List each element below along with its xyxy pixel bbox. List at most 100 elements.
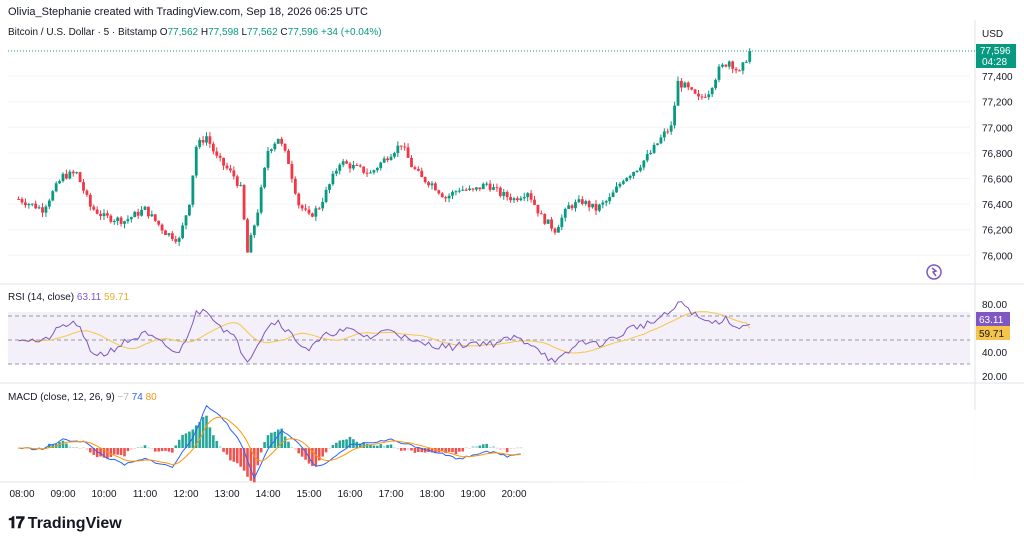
- candle-body: [659, 137, 663, 144]
- candle-body: [252, 225, 256, 236]
- macd-hist-bar: [458, 448, 461, 452]
- macd-hist-bar: [393, 447, 396, 449]
- candle-body: [382, 158, 386, 163]
- candle-body: [645, 154, 649, 161]
- macd-hist-bar: [133, 448, 137, 449]
- candle-body: [454, 191, 458, 193]
- candle-body: [498, 187, 502, 196]
- candle-body: [47, 200, 51, 207]
- candle-body: [106, 213, 109, 216]
- macd-hist-bar: [102, 448, 106, 458]
- candle-body: [232, 170, 236, 177]
- macd-hist-bar: [276, 429, 280, 448]
- macd-legend: MACD (close, 12, 26, 9) −7 74 80: [8, 392, 157, 403]
- candle-body: [570, 205, 574, 209]
- candle-body: [44, 206, 48, 213]
- candle-body: [539, 213, 543, 215]
- candle-body: [95, 209, 99, 214]
- candle-body: [119, 217, 123, 224]
- macd-hist-bar: [205, 415, 208, 448]
- macd-hist-bar: [348, 436, 352, 448]
- time-tick: 16:00: [337, 489, 362, 500]
- candle-body: [276, 138, 280, 144]
- signal-value: 80: [145, 392, 157, 403]
- candle-body: [529, 193, 533, 200]
- candle-body: [153, 214, 157, 221]
- candle-body: [437, 190, 441, 194]
- candle-body: [444, 197, 448, 199]
- rsi-band: [8, 312, 970, 364]
- macd-hist-bar: [106, 448, 109, 459]
- rsi-legend-value: 63.11: [76, 292, 102, 303]
- change-value: +34 (+0.04%): [321, 27, 382, 38]
- rsi-value-label: 63.11: [976, 312, 1010, 326]
- candle-body: [88, 194, 92, 207]
- rsi-line: [18, 301, 750, 364]
- candle-body: [136, 211, 140, 216]
- macd-hist-bar: [307, 448, 311, 464]
- bar-countdown: 04:28: [982, 57, 1007, 68]
- macd-hist-bar: [225, 448, 229, 455]
- macd-hist-bar: [188, 431, 191, 448]
- candle-body: [403, 146, 407, 148]
- macd-hist-bar: [280, 428, 283, 448]
- macd-histogram: [17, 415, 523, 483]
- candle-body: [536, 204, 540, 214]
- candle-body: [304, 208, 307, 210]
- candle-body: [208, 136, 212, 144]
- last-price-label: 77,596 04:28: [976, 44, 1016, 68]
- macd-hist-bar: [338, 440, 342, 448]
- candle-body: [471, 188, 475, 190]
- macd-hist-bar: [413, 448, 417, 453]
- macd-hist-bar: [434, 448, 437, 453]
- candle-body: [218, 155, 222, 158]
- macd-hist-bar: [512, 448, 516, 449]
- macd-hist-bar: [321, 448, 324, 457]
- candle-body: [379, 162, 383, 169]
- candle-body: [686, 82, 690, 88]
- candle-body: [430, 183, 434, 186]
- candle-body: [546, 219, 550, 224]
- candle-body: [225, 165, 229, 169]
- high-value: 77,598: [208, 27, 239, 38]
- macd-hist-bar: [181, 434, 184, 448]
- replay-icon[interactable]: [926, 264, 942, 280]
- candle-body: [352, 165, 355, 169]
- time-tick: 19:00: [460, 489, 485, 500]
- candle-body: [369, 172, 372, 174]
- macd-hist-value: −7: [117, 392, 129, 403]
- macd-hist-bar: [194, 425, 198, 448]
- macd-hist-bar: [266, 435, 270, 448]
- time-tick: 18:00: [419, 489, 444, 500]
- candle-body: [85, 190, 89, 195]
- candle-body: [188, 204, 191, 216]
- macd-hist-bar: [287, 441, 290, 448]
- time-tick: 14:00: [255, 489, 280, 500]
- candle-body: [690, 87, 694, 90]
- price-tick: 77,000: [982, 123, 1013, 134]
- price-axis: 77,400 77,200 77,000 76,800 76,600 76,400 76,2…: [982, 72, 1013, 262]
- macd-hist-bar: [468, 448, 471, 449]
- macd-hist-bar: [492, 445, 495, 448]
- candle-body: [468, 188, 471, 191]
- candle-body: [652, 144, 656, 153]
- time-tick: 13:00: [214, 489, 239, 500]
- macd-hist-bar: [389, 444, 393, 448]
- candle-body: [345, 161, 348, 164]
- rsi-ma-value-label: 59.71: [976, 326, 1010, 340]
- candle-body: [160, 224, 164, 231]
- macd-hist-bar: [270, 432, 273, 448]
- macd-hist-bar: [420, 448, 424, 453]
- candle-body: [604, 201, 608, 203]
- candle-body: [259, 187, 263, 213]
- price-legend: Bitcoin / U.S. Dollar · 5 · Bitstamp O77…: [8, 27, 382, 38]
- candle-body: [662, 131, 666, 138]
- candle-body: [710, 88, 714, 95]
- macd-hist-bar: [485, 443, 488, 448]
- rsi-ma-legend-value: 59.71: [104, 292, 130, 303]
- candle-body: [143, 206, 147, 210]
- macd-hist-bar: [48, 443, 51, 448]
- candle-body: [229, 168, 232, 171]
- candle-body: [632, 172, 635, 176]
